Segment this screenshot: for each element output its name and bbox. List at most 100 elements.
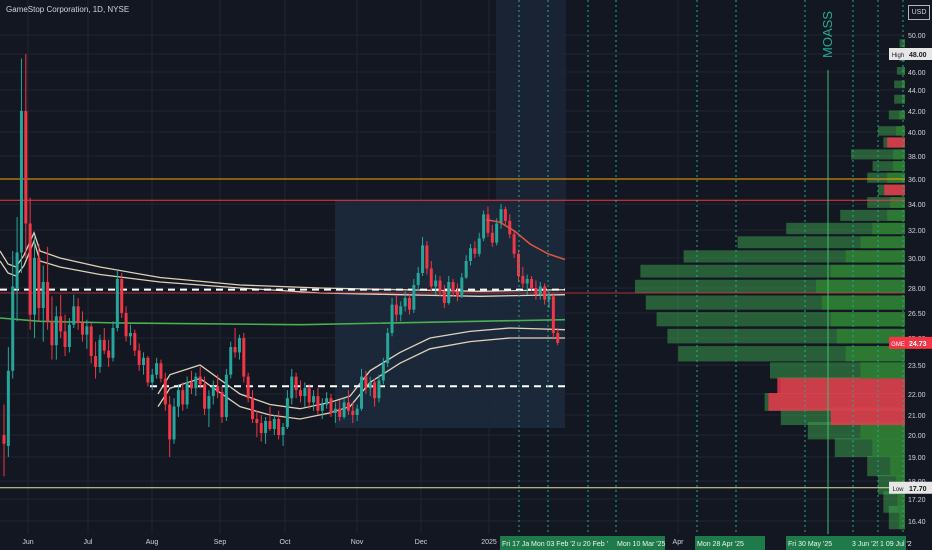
time-axis-highlight: 1 09 Jul '2 — [878, 536, 912, 550]
candle-body — [19, 111, 23, 253]
volume-profile-down-bar — [887, 209, 905, 221]
candle-body — [54, 316, 58, 346]
price-axis-tick: 46.00 — [908, 70, 926, 77]
candle-body — [298, 390, 302, 397]
currency-button[interactable]: USD — [908, 5, 930, 20]
price-tag-name-box — [889, 48, 907, 60]
candle-body — [355, 408, 359, 415]
candle-body — [59, 316, 63, 332]
volume-profile-down-bar — [899, 505, 905, 530]
candle-body — [33, 258, 37, 315]
candle-body — [46, 282, 50, 322]
symbol-title: GameStop Corporation, 1D, NYSE — [6, 5, 130, 14]
volume-profile-down-bar — [887, 137, 905, 148]
candle-body — [538, 286, 542, 295]
candle-body — [464, 261, 468, 278]
price-axis-tick: 32.00 — [908, 228, 926, 235]
candle-body — [211, 386, 215, 397]
grid — [0, 0, 905, 534]
candle-body — [216, 386, 220, 393]
price-axis-tick: 21.00 — [908, 413, 926, 420]
candle-body — [102, 339, 106, 351]
candle-body — [530, 279, 534, 288]
candle-body — [460, 277, 464, 297]
volume-profile-down-bar — [860, 236, 905, 249]
time-axis-tick: Sep — [214, 539, 227, 546]
candle-body — [360, 376, 364, 409]
time-axis-tick: Jun — [22, 539, 33, 546]
vwap-lower-band — [157, 327, 566, 410]
candle-body — [290, 376, 294, 399]
candle-body — [534, 288, 538, 295]
candle-body — [285, 398, 289, 427]
volume-profile-down-bar — [902, 80, 905, 89]
candle-body — [373, 382, 377, 399]
moving-average-line — [0, 317, 566, 326]
candle-body — [316, 396, 320, 411]
volume-profile-up-bar — [872, 161, 905, 171]
price-tag: Low 17.70 — [889, 481, 932, 494]
candle-body — [442, 291, 446, 303]
candle-body — [107, 350, 111, 358]
time-axis-highlight-label: Mon 03 Feb '25 — [531, 541, 580, 548]
candle-body — [272, 419, 276, 429]
candle-body — [142, 357, 146, 365]
time-axis-highlight-label: u 20 Feb ' — [577, 541, 608, 548]
volume-profile-up-bar — [867, 172, 905, 183]
volume-profile-up-bar — [894, 80, 905, 89]
candle-body — [203, 384, 207, 409]
candle-body — [486, 214, 490, 233]
time-axis-tick: 2025 — [481, 539, 497, 546]
candle-body — [338, 408, 342, 417]
candle-body — [294, 376, 298, 391]
candle-body — [390, 304, 394, 333]
time-axis-highlight: 3 Jun '25 — [850, 536, 882, 550]
candle-body — [246, 376, 250, 399]
candle-body — [307, 388, 311, 403]
candle-body — [490, 232, 494, 243]
candle-body — [237, 338, 241, 353]
time-axis-highlight-box — [695, 536, 765, 550]
candle-body — [2, 435, 6, 444]
volume-profile-up-bar — [851, 149, 905, 160]
candle-body — [15, 252, 19, 288]
price-tag-name: GME — [891, 342, 905, 348]
candle-body — [50, 321, 54, 346]
candle-body — [146, 357, 150, 383]
volume-profile-down-bar — [815, 279, 905, 293]
highlight-zone-top — [496, 0, 566, 200]
price-axis — [905, 0, 932, 550]
price-axis-tick: 19.00 — [908, 455, 926, 462]
candle-body — [98, 339, 102, 367]
candle-body — [220, 392, 224, 417]
candle-body — [189, 382, 193, 389]
candle-body — [556, 333, 560, 343]
candle-body — [194, 376, 198, 389]
candle-body — [377, 380, 381, 399]
volume-profile-down-bar — [884, 184, 905, 196]
candle-body — [399, 306, 403, 315]
candle-body — [128, 333, 132, 337]
volume-profile-down-bar — [860, 362, 905, 379]
price-tag-value: 48.00 — [909, 52, 927, 59]
volume-profile-down-bar — [872, 222, 905, 235]
time-axis-highlight-box — [850, 536, 882, 550]
volume-profile-down-bar — [897, 491, 905, 513]
candle-body — [495, 223, 499, 243]
candle-body — [303, 388, 307, 397]
candle-body — [333, 408, 337, 413]
time-axis-highlight-label: Mon 10 Mar '25 — [617, 541, 666, 548]
candle-body — [185, 382, 189, 405]
volume-profile-up-bar — [840, 209, 905, 221]
volume-profile-down-bar — [768, 393, 905, 411]
price-tag: GME 24.73 — [889, 336, 932, 349]
time-axis-highlight-label: 1 09 Jul '2 — [880, 541, 912, 548]
candle-body — [85, 326, 89, 335]
candle-body — [41, 282, 45, 308]
candle-body — [407, 298, 411, 310]
candle-body — [67, 324, 71, 347]
time-axis-tick: Oct — [280, 539, 291, 546]
candle-body — [207, 396, 211, 409]
volume-profile-down-bar — [899, 110, 905, 120]
